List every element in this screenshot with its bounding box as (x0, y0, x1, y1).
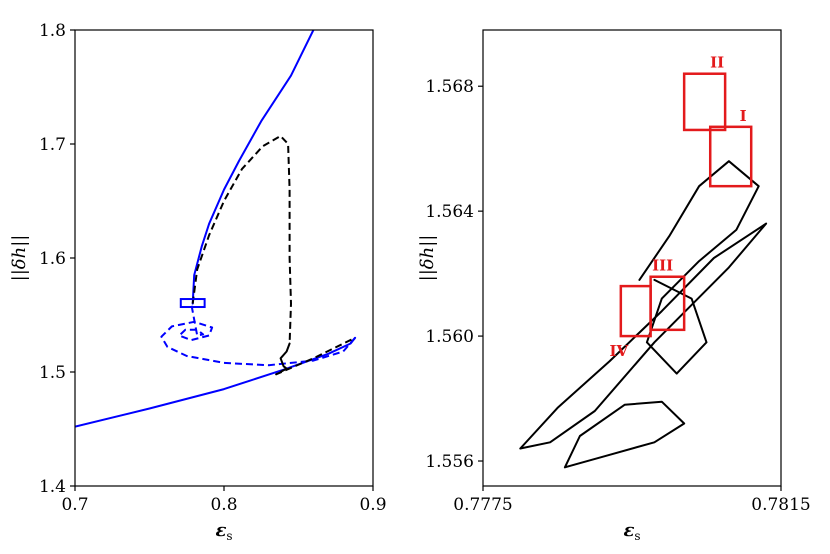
plot-area (519, 160, 768, 469)
x-tick-label: 0.7775 (453, 495, 512, 515)
region-box-II (682, 72, 727, 132)
y-tick-label: 1.568 (425, 77, 474, 97)
x-tick-label: 0.7815 (751, 495, 810, 515)
y-tick-label: 1.5 (39, 363, 66, 383)
series-line-1 (519, 222, 768, 450)
left-panel: 0.7 0.8 0.9 1.4 1.5 1.6 1.7 1.8 εs ||δh|| (9, 21, 387, 543)
y-axis-label: ||δh|| (417, 235, 438, 282)
y-tick-label: 1.4 (39, 477, 66, 497)
series-line-3 (638, 160, 760, 375)
series-line-1 (75, 336, 357, 428)
region-label-I: I (740, 107, 747, 125)
series-line-5 (279, 342, 291, 370)
y-tick-label: 1.560 (425, 327, 474, 347)
region-label-II: II (710, 54, 724, 72)
y-tick-label: 1.564 (425, 202, 474, 222)
region-box-I (708, 125, 753, 188)
x-tick-label: 0.8 (210, 495, 237, 515)
series-line-2 (563, 400, 686, 469)
zoom-box (179, 298, 206, 309)
region-label-IV: IV (609, 342, 628, 360)
axes-frame (74, 29, 374, 487)
y-tick-label: 1.8 (39, 21, 66, 41)
axes-frame (482, 29, 782, 487)
x-axis-label: εs (215, 520, 232, 543)
plot-area (75, 30, 357, 428)
y-tick-label: 1.556 (425, 452, 474, 472)
x-axis-label: εs (623, 520, 640, 543)
y-tick-label: 1.6 (39, 249, 66, 269)
region-box-III (649, 275, 686, 332)
region-label-III: III (652, 257, 673, 275)
region-box-IV (619, 284, 652, 338)
y-tick-label: 1.7 (39, 135, 66, 155)
series-line-4 (191, 135, 292, 344)
y-axis-label: ||δh|| (9, 235, 30, 282)
series-line-6 (275, 336, 356, 376)
x-tick-label: 0.9 (359, 495, 386, 515)
x-tick-label: 0.7 (61, 495, 88, 515)
series-line-3 (191, 30, 315, 305)
series-line-2 (160, 303, 356, 367)
